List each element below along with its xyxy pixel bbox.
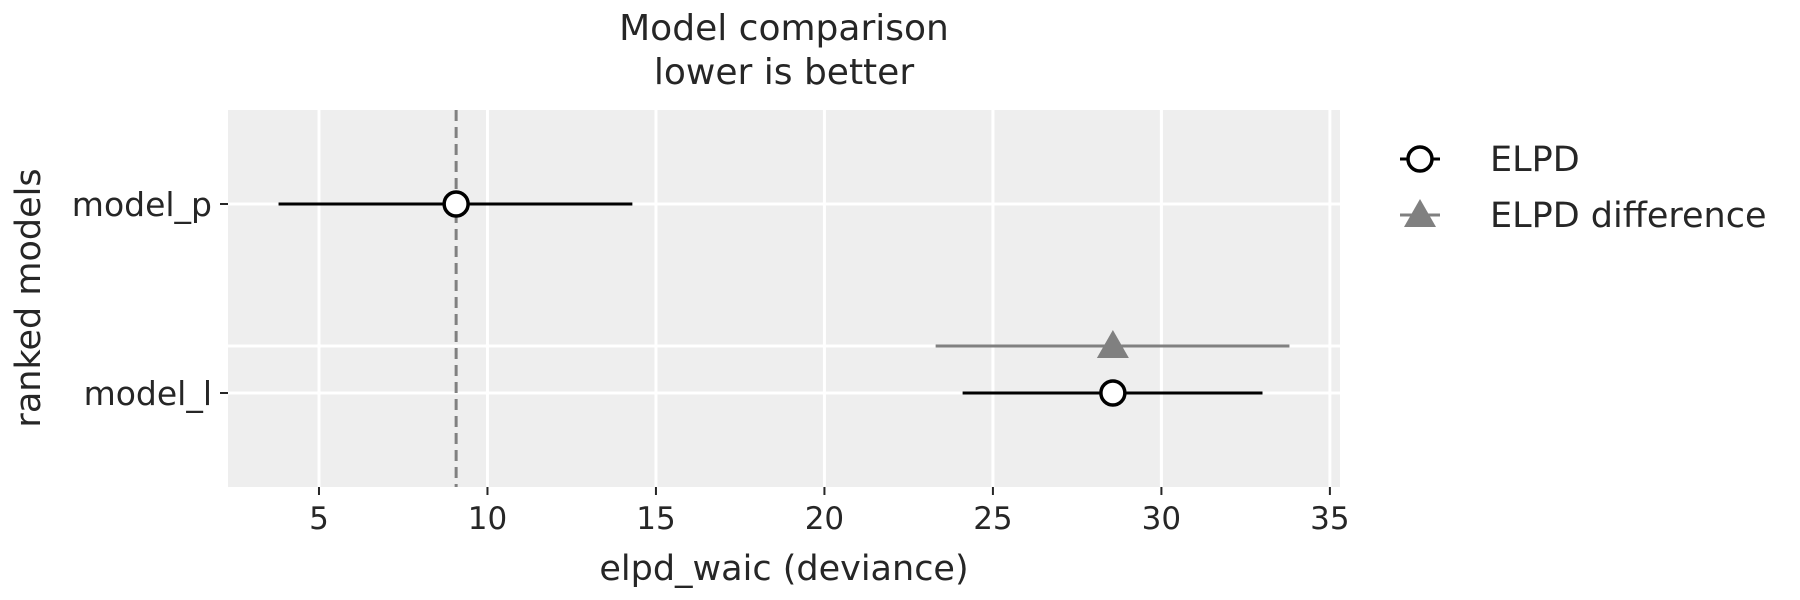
y-axis-label: ranked models	[9, 168, 49, 427]
x-axis-ticks: 5 10 15 20 25 30 35	[309, 487, 1350, 537]
legend-elpd-marker	[1406, 145, 1434, 173]
legend-difference-marker	[1404, 199, 1436, 227]
chart-title-line-2: lower is better	[654, 52, 914, 93]
x-tick-label: 20	[805, 501, 844, 537]
x-tick-label: 25	[973, 501, 1012, 537]
plot-area	[228, 110, 1340, 487]
elpd-marker-model_p	[442, 190, 470, 218]
chart-title: Model comparison lower is better	[619, 8, 949, 93]
elpd-marker-model_l	[1099, 379, 1127, 407]
legend: ELPD ELPD difference	[1400, 140, 1767, 236]
legend-difference-label: ELPD difference	[1490, 196, 1767, 236]
y-tick-label-model_l: model_l	[84, 374, 212, 413]
y-axis-ticks: model_p model_l	[72, 185, 228, 413]
x-axis-label: elpd_waic (deviance)	[599, 549, 968, 589]
x-tick-label: 10	[468, 501, 507, 537]
data-marks	[278, 190, 1290, 407]
legend-elpd-label: ELPD	[1490, 140, 1580, 180]
x-tick-label: 30	[1142, 501, 1181, 537]
x-tick-label: 5	[309, 501, 329, 537]
chart-title-line-1: Model comparison	[619, 8, 949, 49]
elpd-difference-marker-model_l	[1096, 330, 1129, 358]
y-tick-label-model_p: model_p	[72, 185, 212, 224]
x-tick-label: 35	[1310, 501, 1349, 537]
x-tick-label: 15	[636, 501, 675, 537]
